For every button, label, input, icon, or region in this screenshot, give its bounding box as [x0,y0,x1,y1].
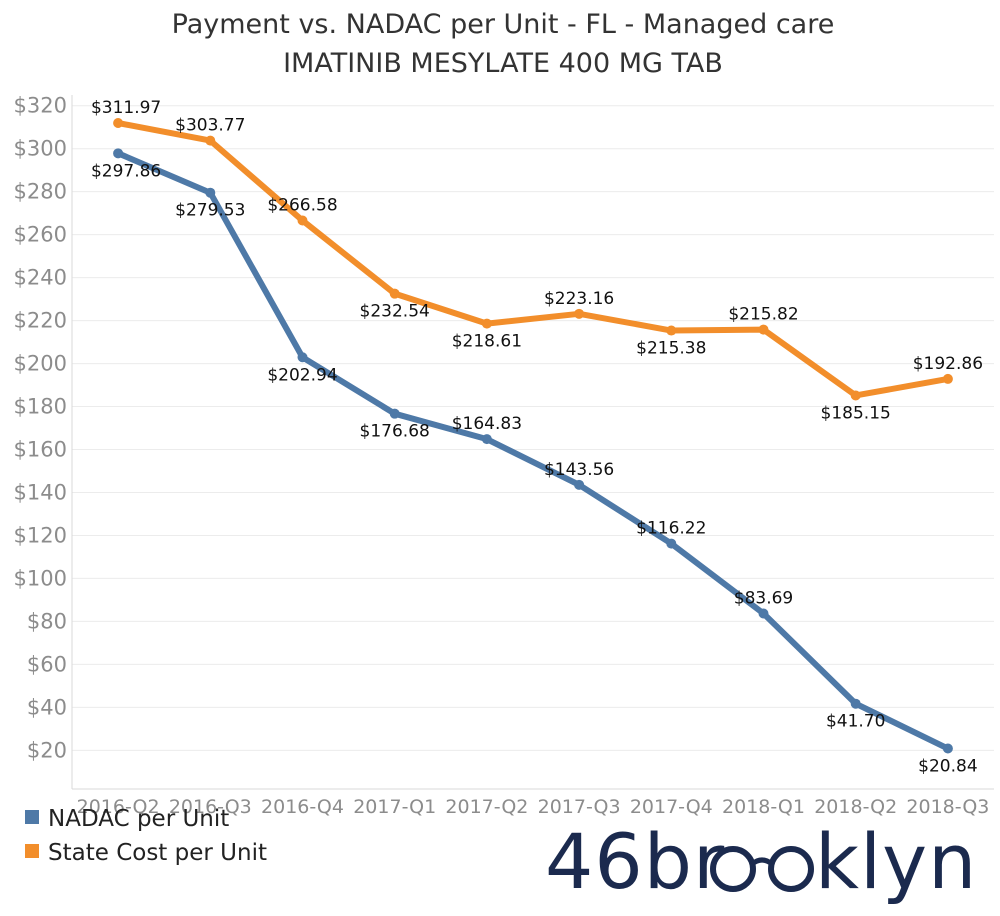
data-label: $185.15 [821,403,891,423]
data-point [297,352,308,363]
x-tick-label: 2017-Q2 [445,796,528,818]
series-line-1 [115,119,951,399]
data-label: $20.84 [918,757,977,777]
data-label: $218.61 [452,332,522,352]
brand-logo: 46br klyn [545,817,977,906]
legend-label-state-cost: State Cost per Unit [48,840,267,866]
data-label: $164.83 [452,414,522,434]
data-point [758,324,769,335]
data-label: $223.16 [544,289,614,309]
data-point [666,325,677,336]
data-point [389,288,400,299]
data-label: $303.77 [175,116,245,136]
data-label: $232.54 [360,302,430,322]
data-point [666,538,677,549]
x-tick-label: 2016-Q3 [169,796,252,818]
data-label: $176.68 [360,422,430,442]
y-tick-label: $40 [27,695,67,719]
x-tick-label: 2017-Q3 [538,796,621,818]
data-label: $311.97 [91,98,161,118]
data-point [481,318,492,329]
y-tick-label: $60 [27,652,67,676]
data-point [297,215,308,226]
data-point [942,373,953,384]
y-tick-label: $240 [14,266,67,290]
x-tick-label: 2018-Q1 [722,796,805,818]
y-tick-label: $320 [14,94,67,118]
legend: NADAC per Unit State Cost per Unit [25,806,267,866]
y-tick-label: $200 [14,352,67,376]
logo-text-left: 46br [545,817,725,906]
y-tick-label: $140 [14,480,67,504]
data-point [574,479,585,490]
data-point [758,608,769,619]
chart-title: Payment vs. NADAC per Unit - FL - Manage… [172,9,835,40]
data-label: $266.58 [267,196,337,216]
data-label: $41.70 [826,712,885,732]
data-point [205,187,216,198]
data-labels: $297.86 $279.53 $202.94 $176.68 $164.83 $143.… [91,98,983,777]
legend-swatch-nadac [25,810,39,824]
y-tick-label: $20 [27,738,67,762]
data-point [850,390,861,401]
y-tick-label: $280 [14,180,67,204]
y-tick-label: $120 [14,523,67,547]
x-tick-label: 2016-Q4 [261,796,344,818]
data-label: $202.94 [267,365,337,385]
x-tick-label: 2016-Q2 [77,796,160,818]
series-line-0 [115,150,951,752]
y-tick-label: $80 [27,609,67,633]
data-label: $116.22 [636,519,706,539]
data-label: $215.82 [728,305,798,325]
x-tick-label: 2017-Q4 [630,796,713,818]
y-tick-label: $300 [14,137,67,161]
legend-swatch-state-cost [25,844,39,858]
x-tick-label: 2018-Q3 [906,796,989,818]
data-label: $192.86 [913,354,983,374]
data-point [574,308,585,319]
data-point [113,148,124,159]
y-tick-label: $220 [14,309,67,333]
data-point [942,743,953,754]
data-point [389,408,400,419]
gridlines [71,95,994,790]
data-label: $279.53 [175,201,245,221]
x-axis-ticks: 2016-Q2 2016-Q3 2016-Q4 2017-Q1 2017-Q2 2017-… [77,796,990,818]
legend-label-nadac: NADAC per Unit [48,806,229,832]
logo-text-right: klyn [815,817,977,906]
data-label: $83.69 [734,588,793,608]
x-tick-label: 2017-Q1 [353,796,436,818]
data-point [481,434,492,445]
x-tick-label: 2018-Q2 [814,796,897,818]
data-label: $215.38 [636,339,706,359]
data-label: $143.56 [544,460,614,480]
y-tick-label: $180 [14,395,67,419]
y-tick-label: $100 [14,566,67,590]
chart-subtitle: IMATINIB MESYLATE 400 MG TAB [283,48,723,79]
y-tick-label: $160 [14,438,67,462]
data-label: $297.86 [91,161,161,181]
y-tick-label: $260 [14,223,67,247]
y-axis-ticks: $20 $40 $60 $80 $100 $120 $140 $160 $180 $200 $220… [14,94,67,763]
data-point [113,117,124,128]
data-point [850,698,861,709]
data-point [205,135,216,146]
glasses-icon [710,846,814,892]
series-lines [113,117,953,754]
